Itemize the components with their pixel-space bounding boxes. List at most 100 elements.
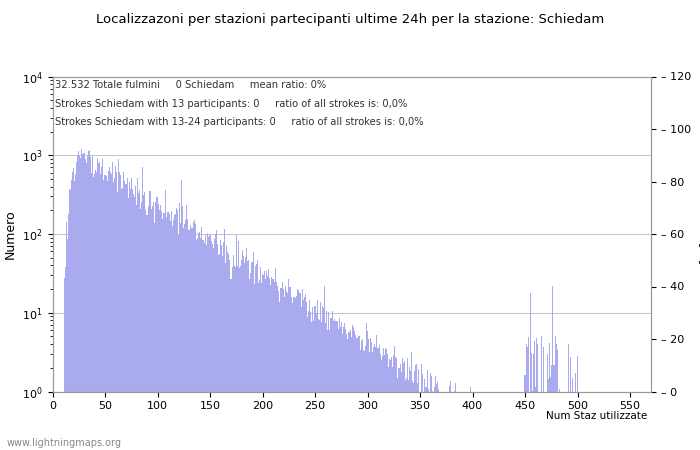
- Bar: [362, 339, 363, 450]
- Bar: [117, 193, 118, 450]
- Bar: [515, 435, 516, 450]
- Bar: [358, 336, 360, 450]
- Bar: [620, 392, 621, 450]
- Bar: [513, 438, 514, 450]
- Bar: [83, 153, 85, 450]
- Bar: [194, 220, 195, 450]
- Bar: [88, 151, 89, 450]
- Bar: [276, 286, 278, 450]
- Bar: [414, 371, 415, 450]
- Bar: [312, 307, 314, 450]
- Bar: [280, 288, 281, 450]
- Bar: [457, 400, 458, 450]
- Bar: [266, 271, 267, 450]
- Bar: [183, 229, 184, 450]
- Bar: [131, 178, 132, 450]
- Bar: [270, 285, 272, 450]
- Bar: [335, 320, 337, 450]
- Bar: [467, 400, 468, 450]
- Bar: [309, 300, 310, 450]
- Bar: [408, 380, 409, 450]
- Bar: [387, 354, 388, 450]
- Bar: [148, 191, 150, 450]
- Bar: [289, 287, 290, 450]
- Bar: [288, 279, 289, 450]
- Bar: [129, 182, 130, 450]
- Bar: [333, 321, 335, 450]
- Bar: [436, 384, 438, 450]
- Bar: [245, 256, 246, 450]
- Bar: [349, 332, 350, 450]
- Bar: [461, 400, 463, 450]
- Bar: [223, 242, 224, 450]
- Bar: [239, 268, 240, 450]
- Bar: [429, 392, 430, 450]
- Bar: [516, 426, 517, 450]
- Bar: [188, 230, 190, 450]
- Bar: [366, 323, 367, 450]
- Bar: [489, 419, 490, 450]
- Bar: [440, 397, 442, 450]
- Bar: [256, 264, 257, 450]
- Bar: [452, 398, 453, 450]
- Bar: [413, 383, 414, 450]
- Bar: [157, 197, 158, 450]
- Bar: [118, 159, 119, 450]
- Bar: [87, 156, 88, 450]
- Bar: [298, 290, 299, 450]
- Bar: [500, 433, 501, 450]
- Bar: [100, 174, 102, 450]
- Bar: [153, 202, 154, 450]
- Bar: [391, 357, 392, 450]
- Bar: [246, 248, 247, 450]
- Bar: [382, 356, 383, 450]
- Bar: [173, 220, 174, 450]
- Bar: [367, 331, 368, 450]
- Bar: [547, 379, 549, 450]
- Bar: [501, 436, 503, 450]
- Bar: [204, 243, 205, 450]
- Bar: [72, 172, 73, 450]
- Bar: [497, 430, 498, 450]
- Bar: [310, 312, 312, 450]
- Bar: [473, 398, 474, 450]
- Bar: [81, 149, 83, 450]
- Bar: [205, 235, 206, 450]
- Bar: [601, 392, 602, 450]
- Bar: [116, 172, 117, 450]
- Bar: [360, 341, 362, 450]
- Bar: [572, 378, 573, 450]
- Bar: [552, 286, 553, 450]
- Bar: [308, 311, 309, 450]
- Bar: [216, 230, 217, 450]
- Bar: [451, 399, 452, 450]
- Bar: [430, 373, 431, 450]
- Bar: [215, 234, 216, 450]
- Bar: [348, 332, 349, 450]
- Bar: [304, 297, 305, 450]
- Bar: [140, 209, 141, 450]
- Bar: [136, 205, 137, 450]
- Bar: [447, 398, 448, 450]
- Bar: [596, 392, 597, 450]
- Y-axis label: Numero: Numero: [4, 209, 16, 259]
- Bar: [330, 318, 331, 450]
- Bar: [228, 254, 230, 450]
- Bar: [211, 244, 213, 450]
- Bar: [341, 322, 342, 450]
- Bar: [372, 352, 373, 450]
- Bar: [286, 291, 287, 450]
- Bar: [307, 317, 308, 450]
- Bar: [417, 383, 419, 450]
- Bar: [125, 184, 127, 450]
- Bar: [92, 156, 93, 450]
- Bar: [130, 189, 131, 450]
- Bar: [375, 347, 377, 450]
- Bar: [218, 255, 219, 450]
- Bar: [196, 240, 197, 450]
- Bar: [253, 284, 255, 450]
- Bar: [106, 180, 108, 450]
- Bar: [78, 151, 79, 450]
- Bar: [493, 429, 494, 450]
- Bar: [323, 308, 324, 450]
